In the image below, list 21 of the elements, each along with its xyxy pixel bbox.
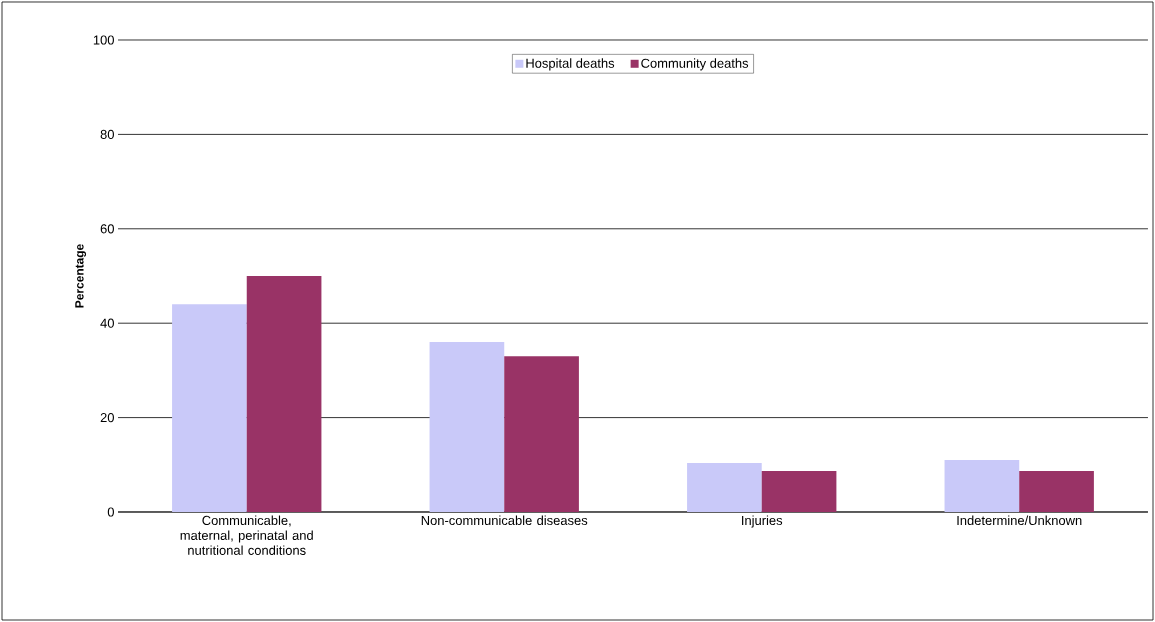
x-tick-label: Injuries bbox=[742, 515, 783, 528]
bar bbox=[246, 276, 322, 512]
x-tick-label: Communicable, maternal, perinatal and nutritional conditions bbox=[180, 515, 313, 555]
bar bbox=[687, 462, 762, 512]
y-tick-label: 0 bbox=[107, 507, 114, 517]
bar bbox=[1019, 470, 1094, 512]
y-tick-label: 60 bbox=[100, 224, 114, 234]
y-tick-label: 80 bbox=[100, 129, 114, 139]
x-tick-label: Indetermine/Unknown bbox=[957, 515, 1082, 526]
y-axis-title: Percentage bbox=[75, 244, 87, 308]
x-tick-label: Non-communicable diseases bbox=[421, 515, 588, 526]
bar bbox=[172, 304, 247, 512]
bar bbox=[944, 460, 1020, 512]
legend-label: Community deaths bbox=[641, 58, 749, 71]
legend-label: Hospital deaths bbox=[526, 58, 615, 71]
bar bbox=[429, 342, 505, 512]
bar bbox=[761, 470, 837, 512]
bar bbox=[504, 356, 579, 512]
y-tick-label: 40 bbox=[100, 318, 114, 328]
y-tick-label: 20 bbox=[100, 413, 114, 423]
y-tick-label: 100 bbox=[93, 35, 114, 45]
